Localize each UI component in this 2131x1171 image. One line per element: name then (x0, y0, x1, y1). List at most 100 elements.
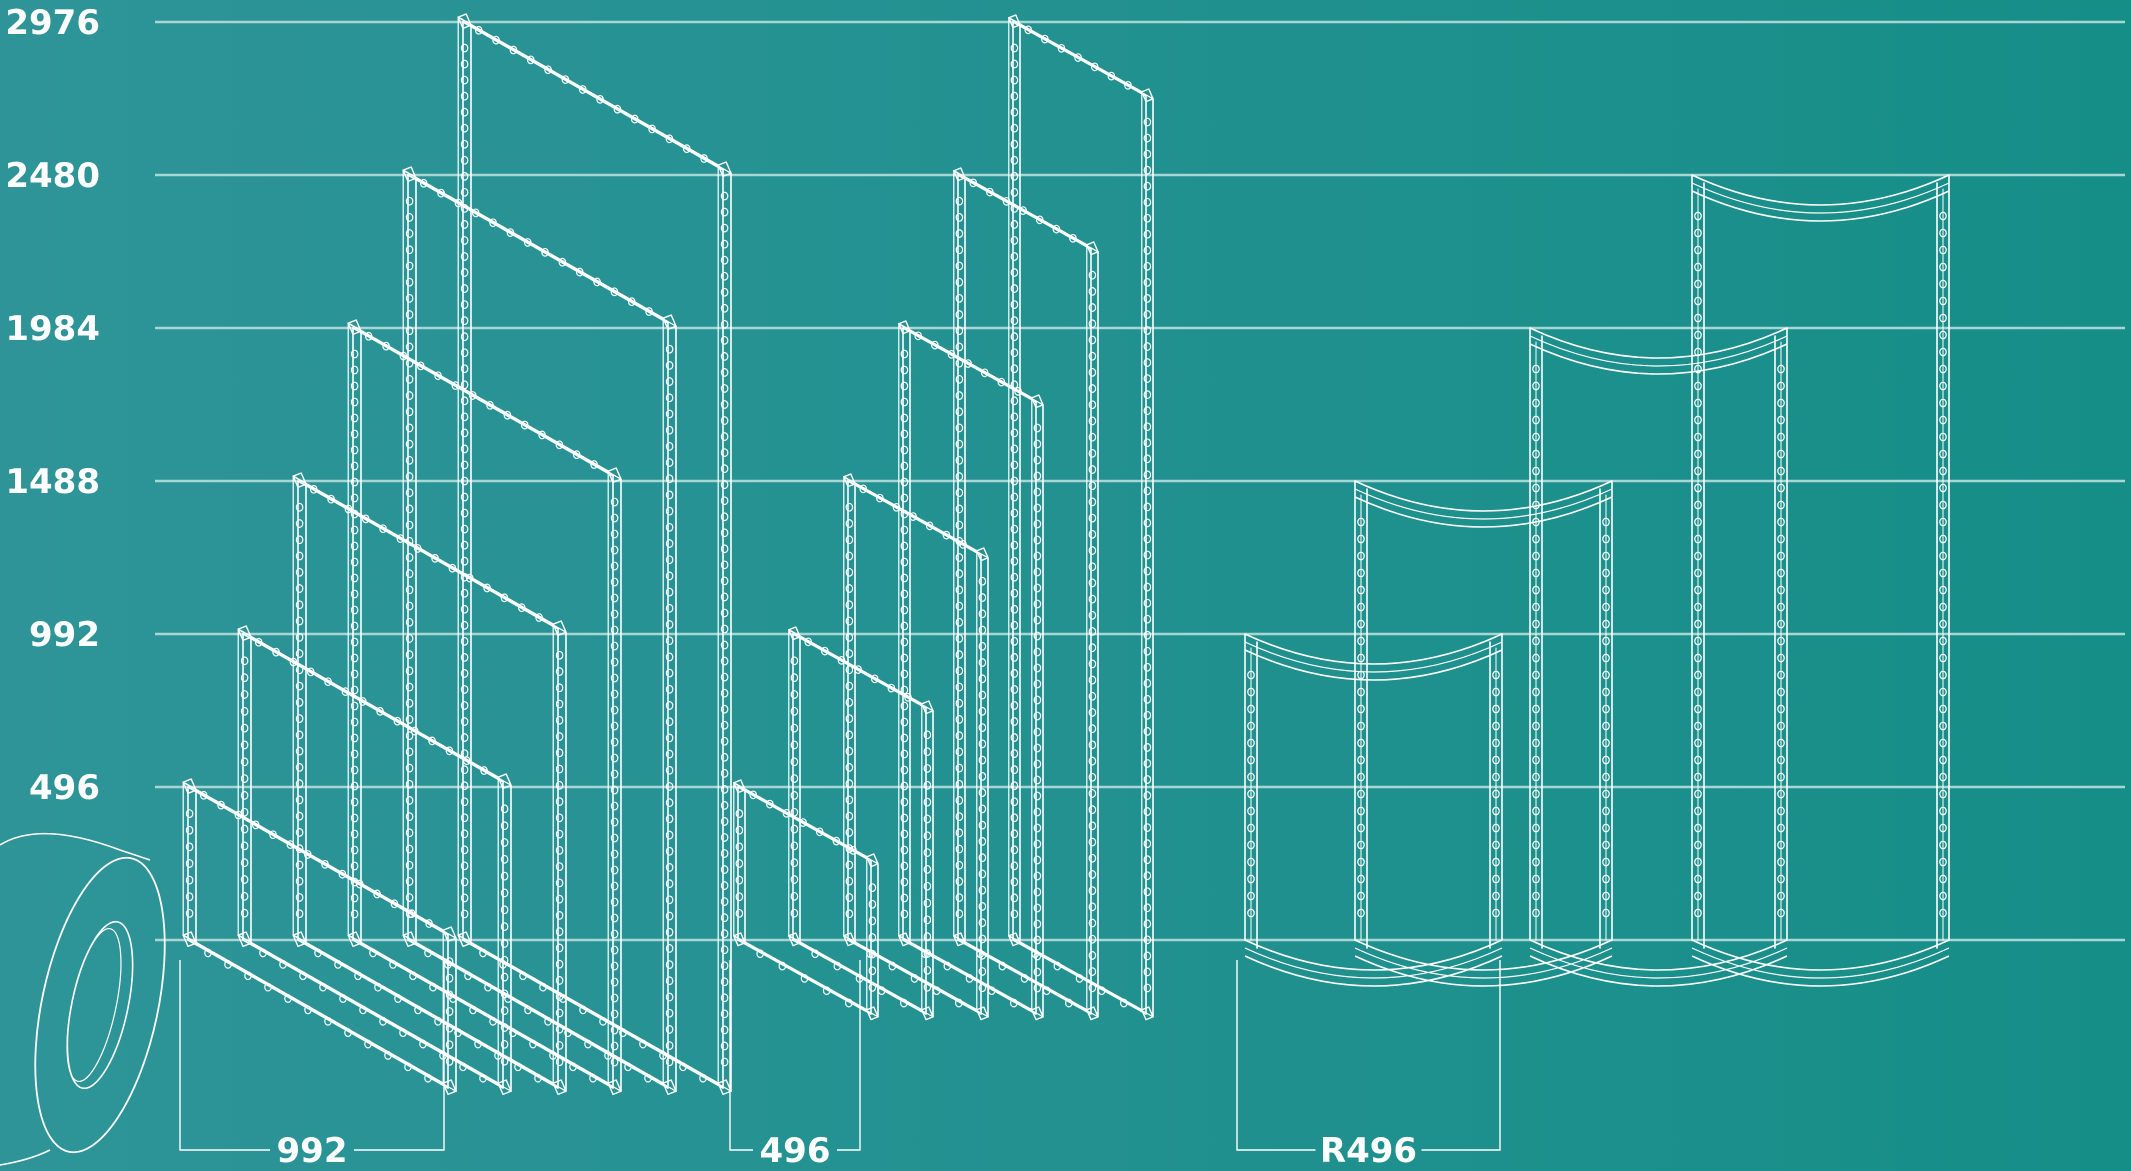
post-hole (1602, 823, 1610, 833)
post-hole (1492, 840, 1500, 850)
post-hole (900, 525, 909, 535)
post-hole (1777, 636, 1785, 646)
post-hole (1694, 211, 1702, 221)
post-hole (1033, 855, 1042, 865)
frame-corner (347, 931, 362, 948)
post-hole (1532, 364, 1540, 374)
rail-hole (324, 1016, 332, 1026)
post-hole (405, 212, 414, 222)
rail-hole (544, 1016, 552, 1026)
post-hole (845, 909, 854, 919)
post-hole (900, 365, 909, 375)
post-hole (1492, 755, 1500, 765)
post-hole (845, 665, 854, 675)
post-hole (1602, 585, 1610, 595)
post-hole (720, 993, 729, 1003)
post-hole (1939, 738, 1947, 748)
post-hole (1010, 797, 1019, 807)
post-hole (240, 875, 249, 884)
frame-corner (976, 1006, 989, 1021)
post-hole (295, 893, 304, 902)
post-hole (845, 795, 854, 805)
post-hole (610, 673, 619, 683)
post-hole (1033, 567, 1042, 577)
post-hole (1492, 908, 1500, 918)
post-hole (185, 809, 194, 819)
curved-frame (1691, 174, 1950, 987)
post-hole (845, 567, 854, 577)
post-hole (610, 737, 619, 747)
post-hole (350, 349, 359, 359)
post-hole (1694, 313, 1702, 323)
post-hole (1010, 444, 1019, 454)
post-hole (845, 551, 854, 561)
rail-hole (449, 994, 457, 1003)
post-hole (295, 746, 304, 756)
post-hole (1033, 439, 1042, 449)
post-hole (1777, 449, 1785, 459)
post-hole (295, 697, 304, 707)
frame-corner (1141, 1006, 1154, 1021)
rail-hole (354, 971, 362, 981)
post-hole (1010, 765, 1019, 775)
post-hole (955, 358, 964, 368)
post-hole (665, 1008, 674, 1018)
post-hole (845, 876, 854, 886)
rail-hole (464, 971, 472, 981)
post-hole (610, 497, 619, 507)
post-hole (460, 123, 469, 133)
post-hole (185, 908, 194, 918)
post-hole (1357, 534, 1365, 544)
post-hole (978, 967, 987, 976)
post-hole (405, 455, 414, 465)
post-hole (923, 932, 932, 942)
post-hole (405, 196, 414, 206)
post-hole (1939, 211, 1947, 221)
rail-hole (578, 85, 587, 94)
post-hole (955, 779, 964, 789)
post-hole (720, 961, 729, 971)
post-hole (350, 845, 359, 855)
post-hole (295, 876, 304, 886)
post-hole (1010, 749, 1019, 759)
rail-hole (259, 948, 267, 958)
rail-hole (431, 553, 439, 563)
post-hole (1247, 704, 1255, 714)
rail-hole (892, 502, 901, 512)
post-hole (1532, 602, 1540, 612)
post-hole (1532, 534, 1540, 544)
post-hole (1602, 806, 1610, 816)
post-hole (955, 504, 964, 514)
post-hole (460, 203, 469, 213)
post-hole (1033, 519, 1042, 529)
post-hole (460, 59, 469, 69)
frame-rail (737, 939, 872, 1015)
post-hole (955, 585, 964, 595)
post-hole (1143, 710, 1152, 720)
rail-hole (910, 974, 919, 983)
post-hole (610, 865, 619, 875)
post-hole (350, 413, 359, 423)
post-hole (1939, 891, 1947, 901)
post-hole (900, 445, 909, 455)
post-hole (955, 293, 964, 303)
rail-hole (425, 919, 433, 928)
frame-corner (182, 931, 197, 948)
post-hole (1088, 594, 1097, 604)
post-hole (720, 833, 729, 842)
post-hole (665, 749, 674, 759)
post-hole (955, 715, 964, 724)
rail-hole (517, 603, 526, 613)
rail-hole (459, 1062, 467, 1072)
dimension-label: R496 (1320, 1131, 1417, 1171)
frame-corner (1031, 394, 1044, 409)
post-hole (1532, 398, 1540, 408)
post-hole (868, 916, 877, 926)
post-hole (610, 545, 619, 555)
rail-hole (639, 1039, 647, 1049)
rail-hole (390, 899, 399, 909)
post-hole (900, 829, 909, 839)
frame-corner (402, 166, 417, 183)
post-hole (460, 829, 469, 839)
post-hole (350, 637, 359, 647)
